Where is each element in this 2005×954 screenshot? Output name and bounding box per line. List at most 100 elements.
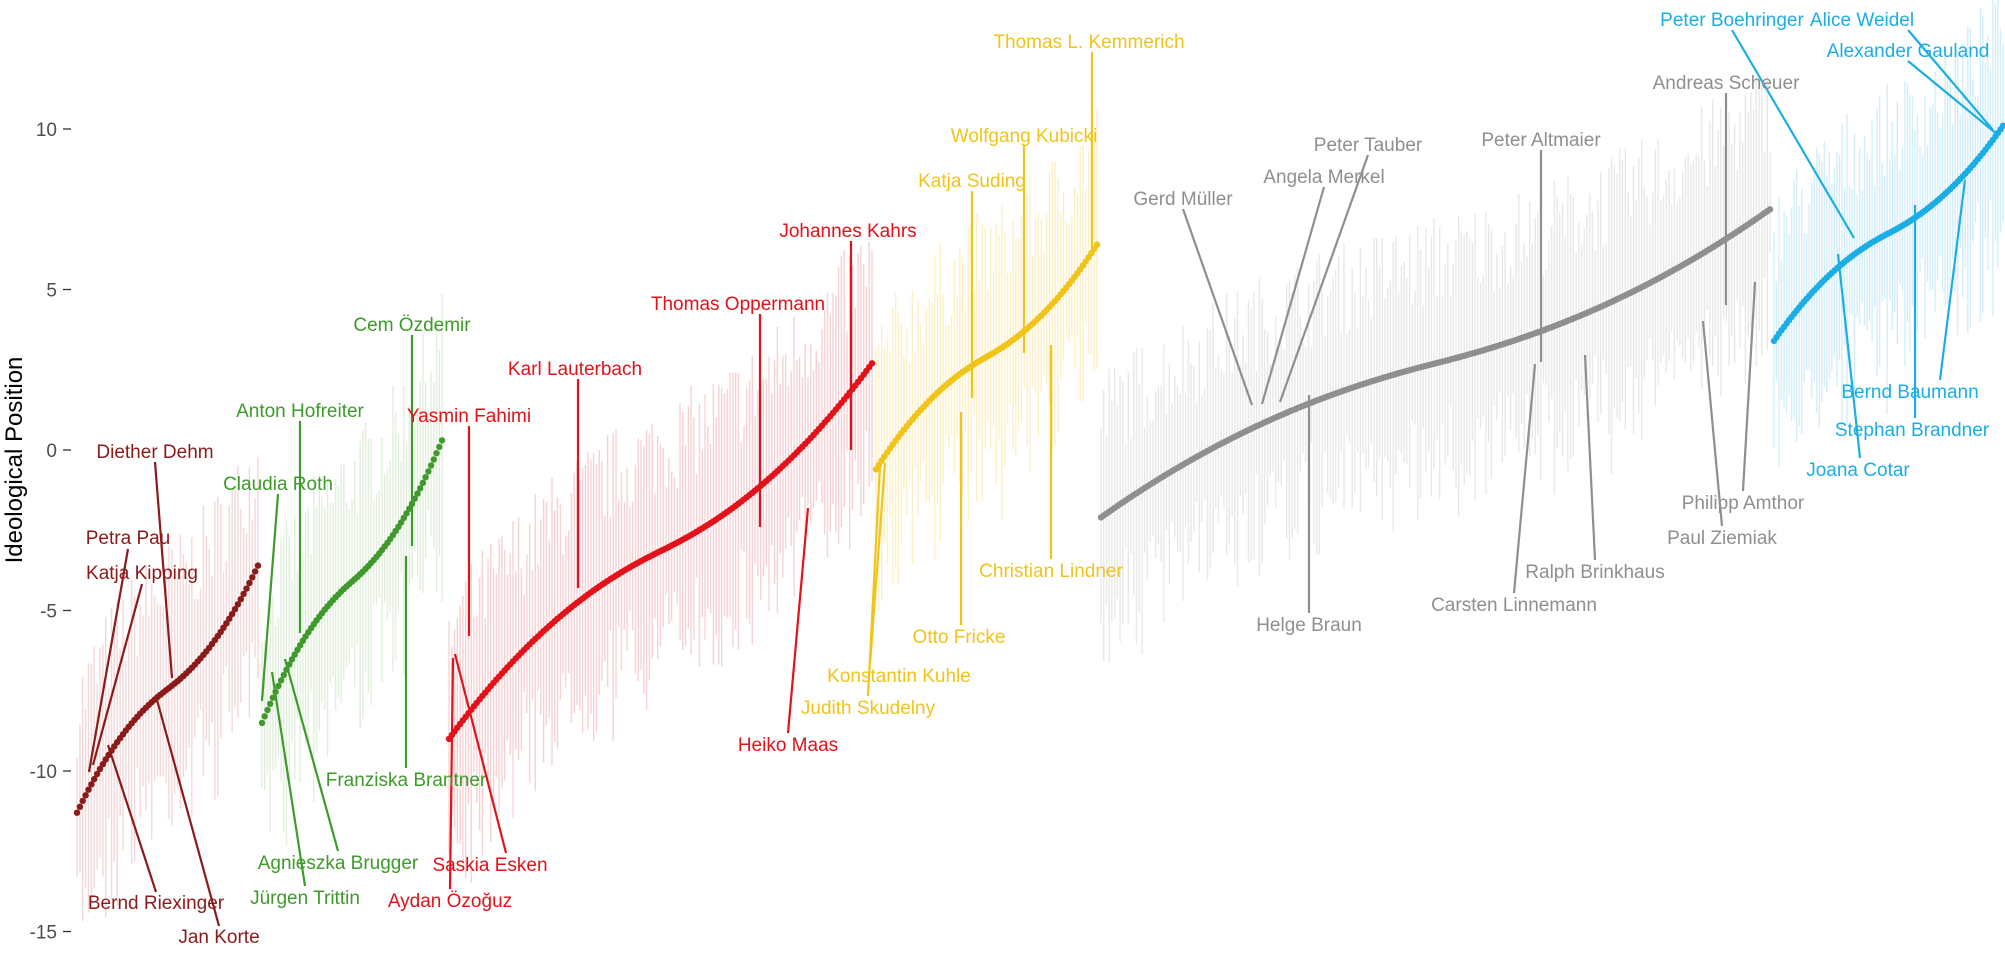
point-linke-63 — [254, 562, 262, 569]
leader-line-9 — [283, 658, 340, 852]
leader-line-35 — [1731, 29, 1855, 239]
annotation-label-16: Saskia Esken — [432, 855, 547, 876]
point-gruene-63 — [430, 456, 437, 463]
leader-line-33 — [1741, 281, 1757, 492]
annotation-label-13: Thomas Oppermann — [651, 294, 825, 315]
point-gruene-58 — [417, 485, 424, 492]
annotation-labels: Diether Dehm Petra Pau Katja Kipping Bernd … — [86, 10, 1990, 948]
point-linke-7 — [93, 770, 101, 778]
leader-line-31 — [1583, 354, 1597, 561]
point-linke-0 — [73, 809, 81, 816]
leader-line-40 — [1836, 253, 1862, 459]
leader-line-6 — [260, 493, 280, 702]
annotation-label-3: Bernd Riexinger — [88, 893, 225, 914]
y-axis: 10 5 0 -5 -10 -15 — [30, 120, 71, 944]
y-axis-title: Ideological Position — [1, 357, 28, 564]
annotation-label-38: Bernd Baumann — [1841, 382, 1978, 403]
point-linke-6 — [91, 775, 98, 783]
annotation-label-5: Anton Hofreiter — [236, 401, 364, 422]
y-tick-label-4: -10 — [30, 762, 57, 783]
point-linke-3 — [82, 792, 89, 799]
annotation-label-33: Philipp Amthor — [1682, 493, 1805, 514]
point-gruene-4 — [269, 694, 277, 701]
y-tick-label-5: -15 — [30, 923, 57, 944]
annotation-label-0: Diether Dehm — [96, 442, 213, 463]
point-linke-5 — [88, 781, 95, 788]
point-fdp-79 — [1093, 241, 1101, 248]
point-linke-54 — [228, 610, 236, 618]
leader-line-26 — [1260, 186, 1326, 405]
leader-line-3 — [106, 744, 158, 893]
leader-line-16 — [453, 653, 508, 854]
annotation-label-20: Katja Suding — [918, 171, 1026, 192]
point-linke-1 — [76, 803, 84, 810]
annotation-label-4: Jan Korte — [178, 927, 259, 948]
point-linke-57 — [237, 596, 244, 603]
annotation-label-22: Otto Fricke — [913, 627, 1006, 648]
point-gruene-61 — [425, 468, 432, 475]
point-gruene-60 — [422, 474, 429, 481]
annotation-label-36: Alice Weidel — [1810, 10, 1914, 31]
annotation-label-15: Heiko Maas — [738, 735, 838, 756]
annotation-label-34: Paul Ziemiak — [1667, 528, 1777, 549]
annotation-label-14: Johannes Kahrs — [779, 221, 916, 242]
annotation-label-18: Thomas L. Kemmerich — [993, 32, 1184, 53]
annotation-label-29: Andreas Scheuer — [1653, 73, 1800, 94]
point-linke-53 — [226, 615, 233, 622]
point-gruene-3 — [267, 700, 274, 707]
point-linke-8 — [96, 765, 104, 773]
point-linke-58 — [240, 590, 247, 598]
y-tick-label-0: 10 — [36, 120, 57, 141]
leader-line-32 — [1512, 363, 1537, 594]
annotation-label-10: Jürgen Trittin — [250, 888, 360, 909]
point-gruene-62 — [427, 462, 435, 469]
point-gruene-0 — [258, 719, 266, 727]
point-gruene-54 — [406, 505, 413, 512]
point-linke-9 — [99, 761, 107, 768]
point-linke-4 — [85, 786, 92, 793]
point-linke-62 — [251, 568, 259, 575]
leader-line-25 — [1181, 208, 1254, 406]
annotation-label-19: Wolfgang Kubicki — [951, 126, 1097, 147]
point-linke-61 — [249, 574, 256, 581]
annotation-label-25: Gerd Müller — [1133, 189, 1233, 210]
annotation-label-35: Peter Boehringer — [1660, 10, 1804, 31]
point-gruene-64 — [433, 450, 440, 457]
annotation-label-6: Claudia Roth — [223, 474, 333, 495]
annotation-label-17: Aydan Özoğuz — [388, 891, 512, 912]
point-linke-60 — [246, 579, 253, 587]
annotation-label-2: Katja Kipping — [86, 563, 198, 584]
point-gruene-57 — [414, 490, 421, 497]
y-tick-label-1: 5 — [46, 281, 57, 302]
annotation-label-1: Petra Pau — [86, 528, 171, 549]
point-gruene-66 — [438, 437, 446, 444]
leader-line-24 — [866, 465, 882, 697]
point-linke-2 — [79, 797, 86, 805]
point-gruene-1 — [261, 713, 268, 720]
leader-line-4 — [155, 699, 221, 927]
annotation-label-12: Yasmin Fahimi — [407, 406, 531, 427]
annotation-label-27: Peter Tauber — [1314, 135, 1423, 156]
annotation-label-32: Carsten Linnemann — [1431, 595, 1597, 616]
annotation-label-30: Helge Braun — [1256, 615, 1362, 636]
point-spd-152 — [868, 360, 876, 367]
point-linke-52 — [223, 620, 230, 627]
leader-line-10 — [270, 671, 307, 887]
point-gruene-59 — [419, 479, 427, 486]
leader-line-0 — [153, 461, 174, 679]
point-gruene-11 — [288, 656, 296, 663]
point-gruene-65 — [436, 443, 443, 451]
point-gruene-6 — [275, 682, 282, 690]
annotation-label-26: Angela Merkel — [1263, 167, 1384, 188]
annotation-label-28: Peter Altmaier — [1481, 130, 1601, 151]
y-tick-label-2: 0 — [46, 441, 57, 462]
annotation-label-9: Agnieszka Brugger — [258, 853, 419, 874]
annotation-label-37: Alexander Gauland — [1827, 41, 1990, 62]
point-union-245 — [1766, 206, 1774, 213]
point-linke-59 — [243, 585, 250, 592]
annotation-label-31: Ralph Brinkhaus — [1525, 562, 1664, 583]
leader-line-2 — [91, 583, 144, 766]
annotation-label-40: Joana Cotar — [1806, 460, 1910, 481]
annotation-label-23: Konstantin Kuhle — [827, 666, 971, 687]
